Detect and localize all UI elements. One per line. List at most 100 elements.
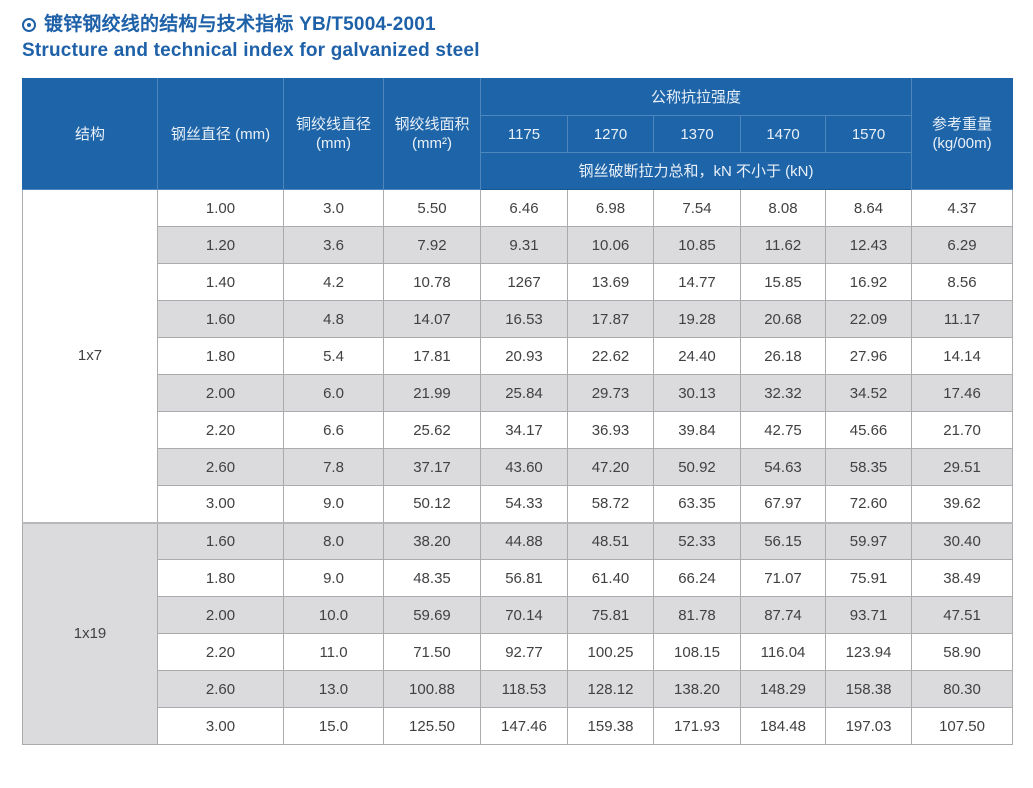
table-cell: 4.37 [911,189,1014,227]
table-cell: 2.20 [157,411,284,449]
table-cell: 9.31 [480,226,568,264]
table-cell: 30.40 [911,521,1014,560]
table-cell: 92.77 [480,633,568,671]
table-row: 2.20 11.0 71.50 92.77 100.25 108.15 116.04 123.… [23,633,1014,671]
table-cell: 67.97 [740,485,826,523]
table-cell: 8.08 [740,189,826,227]
table-cell: 17.46 [911,374,1014,412]
table-cell: 197.03 [824,707,913,745]
table-cell: 7.54 [653,189,741,227]
table-cell: 75.91 [824,559,913,597]
col-header-strand-area: 钢绞线面积 (mm²) [383,78,481,190]
table-cell: 14.77 [653,263,741,301]
table-cell: 29.51 [911,448,1014,486]
table-cell: 7.92 [383,226,481,264]
table-cell: 27.96 [824,337,913,375]
col-header-strand-diameter-line2: (mm) [316,135,351,152]
table-cell: 54.33 [480,485,568,523]
table-cell: 6.98 [567,189,654,227]
structure-group-label: 1x7 [22,189,158,523]
table-cell: 47.20 [567,448,654,486]
table-row: 2.00 6.0 21.99 25.84 29.73 30.13 32.32 34.52 17.… [23,374,1014,412]
col-header-strand-area-line2: (mm²) [412,135,452,152]
table-cell: 14.07 [383,300,481,338]
table-cell: 70.14 [480,596,568,634]
table-row: 2.00 10.0 59.69 70.14 75.81 81.78 87.74 93.71 47… [23,596,1014,634]
table-cell: 138.20 [653,670,741,708]
table-cell: 93.71 [824,596,913,634]
table-cell: 42.75 [740,411,826,449]
table-cell: 123.94 [824,633,913,671]
title-line-zh: 镀锌钢绞线的结构与技术指标 YB/T5004-2001 [22,12,1012,38]
table-cell: 100.25 [567,633,654,671]
table-cell: 66.24 [653,559,741,597]
table-cell: 10.85 [653,226,741,264]
table-cell: 1.00 [157,189,284,227]
table-row: 1x19 1.60 8.0 38.20 44.88 48.51 52.33 56.15 59.9… [22,521,1014,745]
table-cell: 108.15 [653,633,741,671]
table-cell: 2.60 [157,448,284,486]
col-header-strand-diameter-line1: 铜绞线直径 [295,116,371,133]
table-cell: 56.15 [740,521,826,560]
tensile-grade-header: 1175 [480,115,568,153]
table-cell: 39.84 [653,411,741,449]
table-cell: 58.35 [824,448,913,486]
col-header-wire-diameter: 钢丝直径 (mm) [157,78,284,190]
table-row: 1.80 5.4 17.81 20.93 22.62 24.40 26.18 27.96 14.… [23,337,1014,375]
table-row: 2.60 7.8 37.17 43.60 47.20 50.92 54.63 58.35 29.… [23,448,1014,486]
table-cell: 147.46 [480,707,568,745]
table-cell: 1.80 [157,337,284,375]
table-cell: 4.8 [283,300,384,338]
table-cell: 11.17 [911,300,1014,338]
table-cell: 1.40 [157,263,284,301]
table-cell: 22.62 [567,337,654,375]
table-cell: 3.00 [157,485,284,523]
table-cell: 71.07 [740,559,826,597]
table-cell: 5.4 [283,337,384,375]
table-cell: 26.18 [740,337,826,375]
table-row: 2.60 13.0 100.88 118.53 128.12 138.20 148.29 15… [23,670,1014,708]
table-cell: 48.35 [383,559,481,597]
table-cell: 6.29 [911,226,1014,264]
table-cell: 2.00 [157,374,284,412]
table-cell: 36.93 [567,411,654,449]
table-cell: 22.09 [824,300,913,338]
table-cell: 38.49 [911,559,1014,597]
table-cell: 17.87 [567,300,654,338]
table-cell: 16.53 [480,300,568,338]
page-title-zh: 镀锌钢绞线的结构与技术指标 YB/T5004-2001 [44,14,436,35]
table-cell: 6.6 [283,411,384,449]
table-cell: 16.92 [824,263,913,301]
table-cell: 75.81 [567,596,654,634]
table-cell: 8.0 [283,521,384,560]
col-header-structure: 结构 [22,78,158,190]
table-row: 2.20 6.6 25.62 34.17 36.93 39.84 42.75 45.66 21.… [23,411,1014,449]
table-cell: 52.33 [653,521,741,560]
table-cell: 10.0 [283,596,384,634]
table-cell: 13.69 [567,263,654,301]
page-header: 镀锌钢绞线的结构与技术指标 YB/T5004-2001 Structure an… [22,12,1012,64]
table-cell: 20.68 [740,300,826,338]
table-cell: 100.88 [383,670,481,708]
table-cell: 10.78 [383,263,481,301]
page-title-en: Structure and technical index for galvan… [22,40,480,61]
col-header-strand-diameter: 铜绞线直径 (mm) [283,78,384,190]
spec-table-body: 1x7 1.00 3.0 5.50 6.46 6.98 7.54 8.08 8.64 4.37 1.… [22,189,1014,745]
table-cell: 4.2 [283,263,384,301]
table-cell: 25.84 [480,374,568,412]
table-cell: 3.0 [283,189,384,227]
table-cell: 32.32 [740,374,826,412]
spec-table: 结构 钢丝直径 (mm) 铜绞线直径 (mm) 钢绞线面积 (mm²) 公称抗拉… [22,78,1014,745]
col-header-ref-weight-line2: (kg/00m) [932,135,992,152]
table-cell: 6.46 [480,189,568,227]
table-cell: 11.0 [283,633,384,671]
table-cell: 48.51 [567,521,654,560]
table-cell: 7.8 [283,448,384,486]
table-cell: 63.35 [653,485,741,523]
table-row: 1x7 1.00 3.0 5.50 6.46 6.98 7.54 8.08 8.64 4.37 [22,189,1014,523]
table-cell: 107.50 [911,707,1014,745]
table-cell: 25.62 [383,411,481,449]
table-cell: 9.0 [283,559,384,597]
table-cell: 8.64 [824,189,913,227]
table-cell: 125.50 [383,707,481,745]
